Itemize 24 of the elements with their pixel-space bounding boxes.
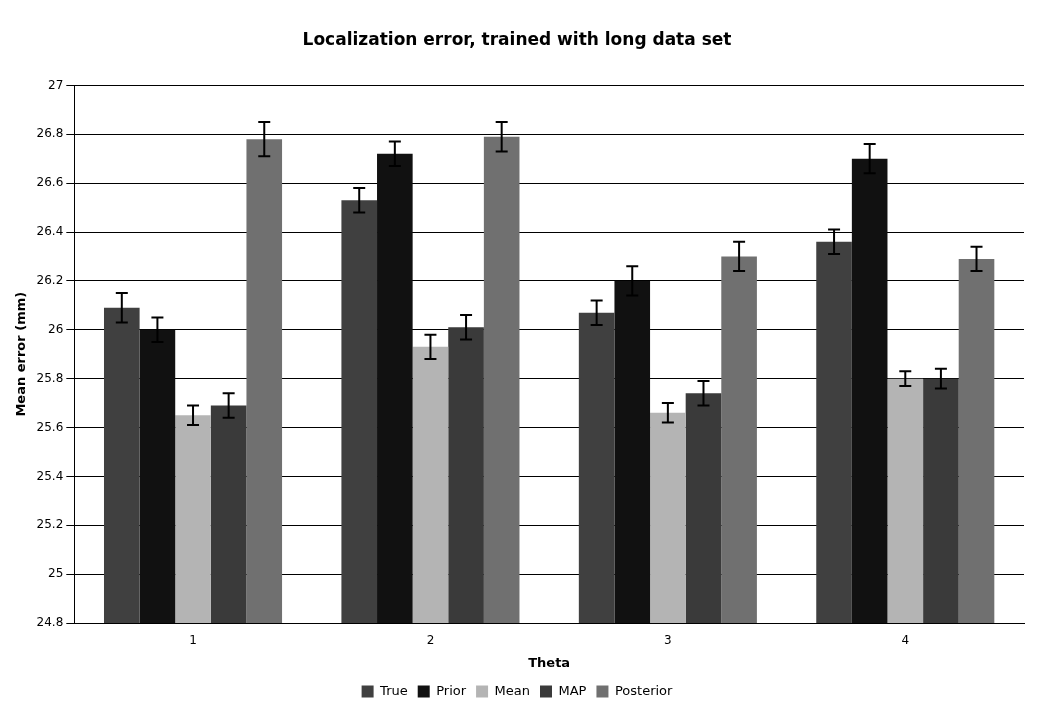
y-axis-title: Mean error (mm) <box>13 291 29 417</box>
y-tick-label: 26.8 <box>36 126 64 141</box>
legend-label: Posterior <box>614 682 674 698</box>
y-tick-label: 26.2 <box>36 273 64 288</box>
x-tick-label: 4 <box>901 633 910 648</box>
y-tick-label: 25.6 <box>36 419 64 434</box>
y-tick-label: 27 <box>48 77 64 92</box>
legend-label: True <box>379 682 408 698</box>
x-tick-label: 1 <box>189 633 197 648</box>
y-tick-label: 25 <box>48 566 64 581</box>
x-tick-label: 2 <box>426 633 435 648</box>
legend-label: MAP <box>558 682 587 698</box>
legend-label: Prior <box>436 682 467 698</box>
y-tick-label: 26.6 <box>36 175 64 190</box>
y-tick-label: 26.4 <box>36 224 64 239</box>
y-tick-label: 24.8 <box>36 615 64 630</box>
y-tick-label: 25.8 <box>36 370 64 385</box>
y-tick-label: 26 <box>48 321 64 336</box>
legend-label: Mean <box>494 682 530 698</box>
y-tick-label: 25.4 <box>36 468 64 483</box>
x-tick-label: 3 <box>664 633 672 648</box>
x-axis-title: Theta <box>528 654 571 670</box>
chart-title: Localization error, trained with long data set <box>302 28 732 49</box>
y-tick-label: 25.2 <box>36 517 64 532</box>
